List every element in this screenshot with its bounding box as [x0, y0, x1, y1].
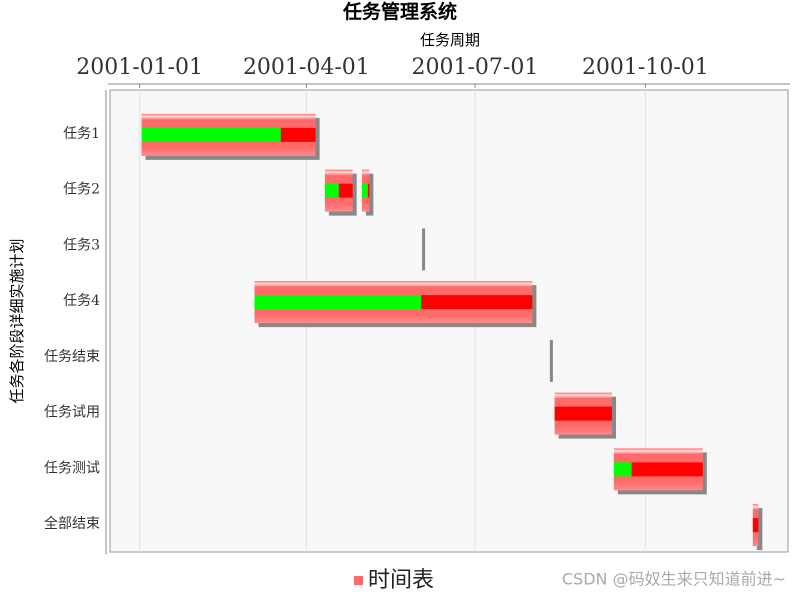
- progress-todo: [421, 295, 533, 310]
- progress-todo: [367, 183, 370, 198]
- bar-shadow: [756, 508, 763, 551]
- legend-label: 时间表: [368, 568, 434, 593]
- x-tick-label: 2001-01-01: [76, 55, 203, 80]
- legend-swatch: [354, 576, 363, 585]
- progress-todo: [752, 518, 759, 533]
- y-tick-label: 任务测试: [44, 460, 100, 476]
- progress-done: [324, 183, 339, 198]
- x-axis-label: 任务周期: [420, 31, 480, 49]
- milestone: [422, 228, 426, 271]
- y-tick-label: 任务结束: [44, 349, 100, 365]
- progress-todo: [631, 462, 703, 477]
- x-tick-label: 2001-04-01: [243, 55, 370, 80]
- y-tick-label: 任务3: [63, 237, 100, 253]
- y-tick-label: 任务试用: [44, 405, 100, 421]
- x-tick-label: 2001-07-01: [412, 55, 539, 80]
- y-tick-label: 任务1: [63, 126, 100, 142]
- progress-done: [361, 183, 368, 198]
- y-tick-label: 任务2: [63, 182, 100, 198]
- progress-done: [141, 127, 281, 142]
- progress-done: [254, 295, 422, 310]
- chart-title: 任务管理系统: [342, 0, 457, 23]
- progress-todo: [554, 406, 613, 421]
- progress-todo: [338, 183, 353, 198]
- y-tick-label: 全部结束: [44, 515, 100, 532]
- y-axis-label: 任务各阶段详细实施计划: [8, 238, 26, 403]
- progress-done: [613, 462, 632, 477]
- y-tick-label: 任务4: [63, 293, 100, 309]
- x-tick-label: 2001-10-01: [582, 55, 709, 80]
- milestone: [549, 339, 553, 382]
- watermark: CSDN @码奴生来只知道前进~: [562, 570, 786, 589]
- bar-shadow: [365, 173, 374, 216]
- progress-todo: [280, 127, 316, 142]
